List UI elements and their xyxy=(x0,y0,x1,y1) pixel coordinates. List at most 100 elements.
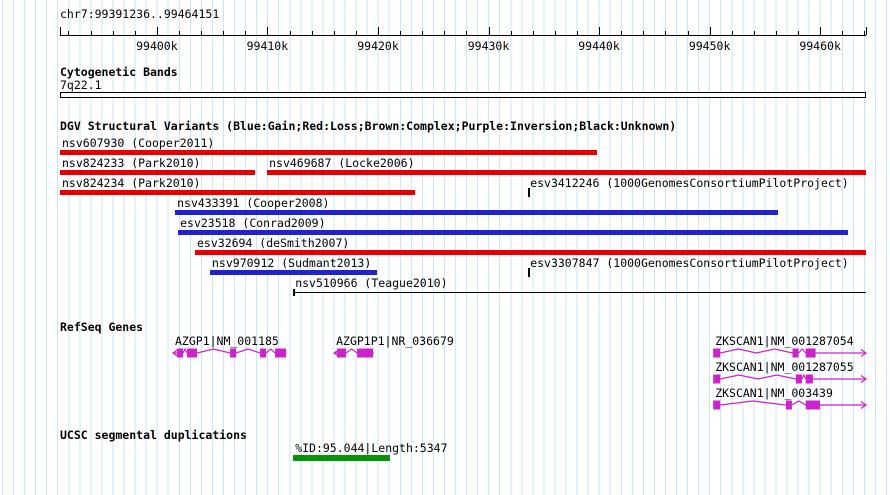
exon-box xyxy=(713,400,721,410)
variant-bar[interactable] xyxy=(178,230,849,235)
ruler-tick xyxy=(665,31,667,35)
ruler-tick xyxy=(820,27,822,35)
ruler-tick xyxy=(378,27,379,35)
gene-glyph[interactable] xyxy=(713,373,868,384)
variant-label[interactable]: nsv510966 (Teague2010) xyxy=(295,276,448,290)
ruler-tick xyxy=(68,31,70,35)
ruler-tick xyxy=(775,31,777,35)
variant-label[interactable]: nsv433391 (Cooper2008) xyxy=(177,196,330,210)
gene-label[interactable]: ZKSCAN1|NM_003439 xyxy=(715,386,833,400)
gene-label[interactable]: AZGP1|NM_001185 xyxy=(175,334,279,348)
refseq-track-header: RefSeq Genes xyxy=(60,320,144,334)
variant-bar[interactable] xyxy=(210,270,378,275)
ruler-tick xyxy=(112,31,114,35)
gene-structure-line xyxy=(171,347,287,357)
exon-box xyxy=(713,374,721,384)
variant-label[interactable]: esv3412246 (1000GenomesConsortiumPilotPr… xyxy=(530,176,849,190)
ruler-axis xyxy=(60,35,866,36)
variant-tick[interactable] xyxy=(528,188,531,197)
ruler-tick xyxy=(444,31,446,35)
exon-box xyxy=(805,374,813,384)
segdup-bar[interactable] xyxy=(293,455,391,461)
ruler-label: 99460k xyxy=(799,39,841,53)
variant-label[interactable]: nsv607930 (Cooper2011) xyxy=(62,136,215,150)
exon-box xyxy=(275,348,287,358)
gene-glyph[interactable] xyxy=(713,348,868,358)
ruler-tick xyxy=(687,31,689,35)
ruler-label: 99430k xyxy=(467,39,510,53)
ruler-tick xyxy=(510,31,512,35)
gene-label[interactable]: ZKSCAN1|NM_001287055 xyxy=(715,360,854,374)
ruler-label: 99410k xyxy=(246,39,289,53)
ruler-tick xyxy=(599,27,600,35)
cytoband-band xyxy=(60,92,866,98)
ruler-tick xyxy=(753,31,755,35)
exon-box xyxy=(177,348,184,358)
exon-box xyxy=(337,348,347,358)
ruler-label: 99420k xyxy=(357,39,399,53)
ruler-tick xyxy=(311,31,313,35)
variant-label[interactable]: esv3307847 (1000GenomesConsortiumPilotPr… xyxy=(530,256,849,270)
variant-label[interactable]: nsv824234 (Park2010) xyxy=(62,176,201,190)
ruler-end-tick xyxy=(60,27,61,35)
ruler-label: 99450k xyxy=(688,39,731,53)
ruler-tick xyxy=(554,31,556,35)
dgv-track-header: DGV Structural Variants (Blue:Gain;Red:L… xyxy=(60,119,677,133)
ruler-tick xyxy=(289,31,291,35)
cytobands-track-header: Cytogenetic Bands xyxy=(60,65,178,79)
ruler-tick xyxy=(355,31,357,35)
gene-structure-line xyxy=(720,373,868,383)
exon-box xyxy=(805,400,821,410)
variant-bar[interactable] xyxy=(60,150,598,155)
gene-glyph[interactable] xyxy=(333,348,375,358)
variant-bar[interactable] xyxy=(60,170,255,175)
ruler-label: 99440k xyxy=(578,39,620,53)
variant-start-tick[interactable] xyxy=(293,289,296,296)
gene-label[interactable]: AZGP1P1|NR_036679 xyxy=(336,334,454,348)
gene-glyph[interactable] xyxy=(171,347,287,358)
variant-bar[interactable] xyxy=(60,190,416,195)
ruler-tick xyxy=(179,31,180,35)
ruler-end-tick xyxy=(866,27,867,35)
variant-tick[interactable] xyxy=(528,268,531,277)
exon-box xyxy=(713,348,721,358)
ruler-tick xyxy=(842,31,844,35)
variant-label[interactable]: esv32694 (deSmith2007) xyxy=(197,236,350,250)
variant-label[interactable]: esv23518 (Conrad2009) xyxy=(180,216,326,230)
ruler-tick xyxy=(798,31,799,35)
gene-structure-line xyxy=(720,400,868,409)
exon-box xyxy=(795,374,802,384)
exon-box xyxy=(792,348,799,358)
exon-box xyxy=(260,348,267,358)
ruler-tick xyxy=(400,31,402,35)
ruler-tick xyxy=(488,27,490,35)
ruler-tick xyxy=(267,27,269,35)
ruler-tick xyxy=(576,31,578,35)
gene-glyph[interactable] xyxy=(713,400,868,410)
variant-label[interactable]: nsv970912 (Sudmant2013) xyxy=(212,256,372,270)
ruler-tick xyxy=(621,31,623,35)
ruler-label: 99400k xyxy=(136,39,178,53)
variant-bar[interactable] xyxy=(267,170,866,175)
variant-bar[interactable] xyxy=(195,250,866,255)
ruler-tick xyxy=(532,31,534,35)
variant-bar[interactable] xyxy=(175,210,779,215)
exon-box xyxy=(357,348,374,358)
variant-extent-line[interactable] xyxy=(293,292,866,293)
ruler-tick xyxy=(90,31,92,35)
gene-structure-line xyxy=(333,348,375,357)
exon-box xyxy=(187,348,198,358)
cytoband-name: 7q22.1 xyxy=(60,78,102,92)
variant-label[interactable]: nsv824233 (Park2010) xyxy=(62,156,201,170)
segdup-track-header: UCSC segmental duplications xyxy=(60,428,247,442)
gene-label[interactable]: ZKSCAN1|NM_001287054 xyxy=(715,334,854,348)
ruler-tick xyxy=(201,31,203,35)
ruler-tick xyxy=(466,31,468,35)
segdup-label[interactable]: %ID:95.044|Length:5347 xyxy=(295,441,448,455)
ruler-tick xyxy=(709,27,711,35)
ruler-tick xyxy=(643,31,645,35)
ruler-tick xyxy=(333,31,335,35)
variant-label[interactable]: nsv469687 (Locke2006) xyxy=(269,156,415,170)
ruler-tick xyxy=(731,31,733,35)
